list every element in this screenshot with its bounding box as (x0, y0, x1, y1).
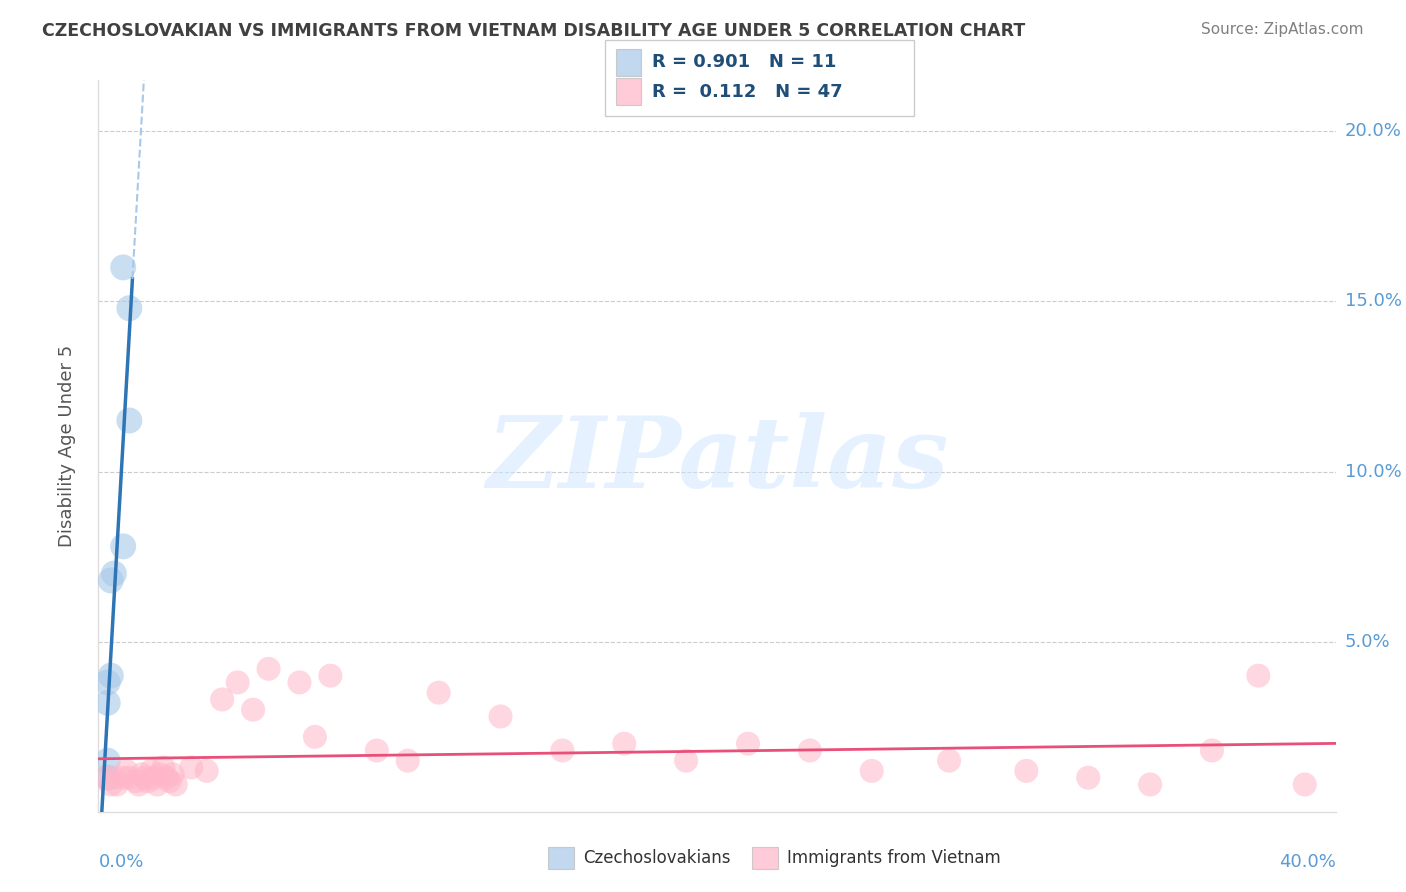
Point (112, 771, 135, 785)
Point (100, 668, 122, 682)
Point (1077, 771, 1099, 785)
Point (195, 764, 218, 778)
Point (105, 777, 128, 791)
Text: ZIPatlas: ZIPatlas (486, 412, 948, 508)
Point (149, 767, 172, 781)
Point (103, 771, 125, 785)
Text: R =  0.112   N = 47: R = 0.112 N = 47 (652, 83, 844, 101)
Text: 15.0%: 15.0% (1346, 293, 1402, 310)
Point (319, 668, 342, 682)
Text: Czechoslovakians: Czechoslovakians (583, 849, 731, 867)
Point (100, 574, 122, 588)
Point (159, 774, 181, 789)
Point (118, 771, 141, 785)
Point (100, 777, 122, 791)
Point (128, 777, 150, 791)
Point (613, 737, 636, 751)
Text: R = 0.901   N = 11: R = 0.901 N = 11 (652, 54, 837, 71)
Point (134, 771, 156, 785)
Text: Disability Age Under 5: Disability Age Under 5 (59, 345, 76, 547)
Point (162, 767, 184, 781)
Point (155, 771, 177, 785)
Point (97, 696, 120, 710)
Text: 40.0%: 40.0% (1279, 853, 1336, 871)
Point (1015, 764, 1038, 778)
Point (1294, 777, 1316, 791)
Point (799, 743, 821, 757)
Point (675, 754, 697, 768)
Point (118, 413, 141, 427)
Point (242, 703, 264, 717)
Point (136, 774, 159, 789)
Point (304, 730, 326, 744)
Point (938, 754, 960, 768)
Point (97, 771, 120, 785)
Point (226, 675, 249, 690)
Point (1201, 743, 1223, 757)
Text: Immigrants from Vietnam: Immigrants from Vietnam (787, 849, 1001, 867)
Point (118, 301, 141, 316)
Point (366, 743, 388, 757)
Point (112, 540, 135, 554)
Text: CZECHOSLOVAKIAN VS IMMIGRANTS FROM VIETNAM DISABILITY AGE UNDER 5 CORRELATION CH: CZECHOSLOVAKIAN VS IMMIGRANTS FROM VIETN… (42, 22, 1025, 40)
Point (860, 764, 883, 778)
Point (131, 767, 153, 781)
Point (1247, 668, 1270, 682)
Point (180, 760, 202, 774)
Point (211, 692, 233, 706)
Point (139, 764, 162, 778)
Text: 10.0%: 10.0% (1346, 463, 1402, 481)
Point (143, 771, 166, 785)
Text: Source: ZipAtlas.com: Source: ZipAtlas.com (1201, 22, 1364, 37)
Point (165, 777, 187, 791)
Point (257, 662, 280, 676)
Point (112, 260, 135, 275)
Text: 20.0%: 20.0% (1346, 122, 1402, 140)
Point (152, 760, 174, 774)
Point (396, 754, 419, 768)
Point (115, 764, 138, 778)
Point (97, 754, 120, 768)
Point (146, 777, 169, 791)
Point (427, 686, 450, 700)
Point (489, 709, 512, 723)
Point (93, 771, 115, 785)
Point (288, 675, 311, 690)
Point (551, 743, 574, 757)
Text: 0.0%: 0.0% (98, 853, 143, 871)
Point (124, 774, 146, 789)
Point (1139, 777, 1161, 791)
Point (97, 675, 120, 690)
Point (737, 737, 759, 751)
Point (103, 566, 125, 581)
Text: 5.0%: 5.0% (1346, 632, 1391, 650)
